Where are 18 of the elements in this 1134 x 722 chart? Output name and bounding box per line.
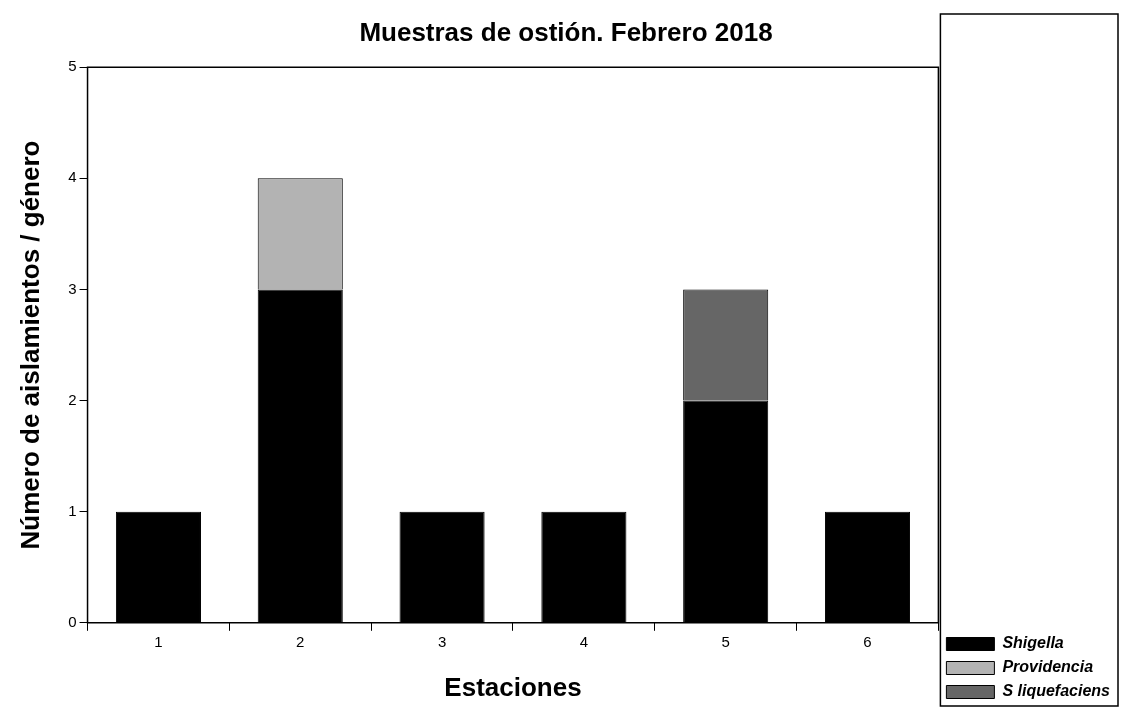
chart-title: Muestras de ostión. Febrero 2018 bbox=[359, 16, 773, 47]
x-tick-label: 2 bbox=[296, 632, 305, 650]
legend-label: Providencia bbox=[1002, 658, 1094, 676]
x-tick-label: 6 bbox=[863, 632, 872, 650]
legend-label: S liquefaciens bbox=[1002, 682, 1111, 700]
y-axis-title: Número de aislamientos / género bbox=[14, 140, 45, 550]
legend-label: Shigella bbox=[1002, 634, 1064, 652]
y-tick-label: 1 bbox=[68, 501, 77, 519]
y-tick-label: 5 bbox=[68, 57, 77, 75]
y-tick-label: 2 bbox=[68, 390, 77, 408]
x-tick-label: 1 bbox=[154, 632, 163, 650]
y-tick-label: 3 bbox=[68, 279, 77, 297]
x-tick-label: 5 bbox=[721, 632, 730, 650]
x-tick-label: 4 bbox=[579, 632, 589, 650]
y-tick-label: 4 bbox=[68, 168, 77, 186]
x-tick-label: 3 bbox=[437, 632, 447, 650]
y-tick-label: 0 bbox=[68, 612, 77, 630]
x-axis-title: Estaciones bbox=[444, 671, 582, 702]
